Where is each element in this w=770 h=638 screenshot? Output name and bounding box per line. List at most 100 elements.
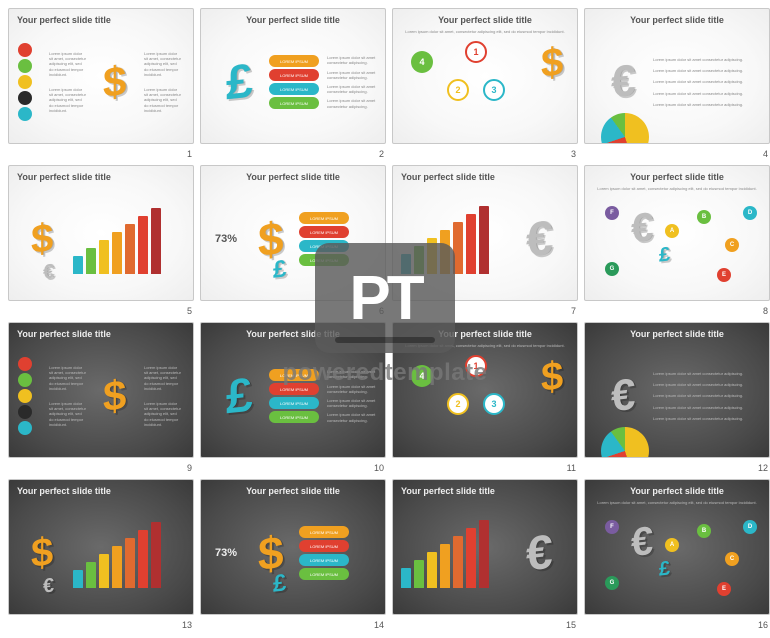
bar bbox=[440, 544, 450, 588]
body-text: Lorem ipsum dolor sit amet, consectetur … bbox=[593, 186, 761, 191]
bar bbox=[138, 530, 148, 588]
pound-sign-icon: £ bbox=[226, 367, 253, 425]
euro-sign-icon: € bbox=[43, 260, 54, 284]
dollar-sign-icon: $ bbox=[541, 40, 563, 87]
check-icon bbox=[18, 373, 32, 387]
body-text: Lorem ipsum dolor sit amet consectetur a… bbox=[327, 70, 377, 80]
slide-number: 10 bbox=[374, 463, 384, 473]
numbered-circle: 2 bbox=[447, 79, 469, 101]
check-icon bbox=[18, 59, 32, 73]
slide-thumbnail[interactable]: Your perfect slide title Lorem ipsum dol… bbox=[8, 322, 194, 473]
bar-chart bbox=[401, 204, 509, 274]
node-circle: F bbox=[605, 206, 619, 220]
bar bbox=[151, 208, 161, 274]
slide-title: Your perfect slide title bbox=[209, 172, 377, 182]
body-text: Lorem ipsum dolor sit amet, consectetur … bbox=[49, 365, 86, 391]
body-text: Lorem ipsum dolor sit amet, consectetur … bbox=[49, 401, 86, 427]
slide-thumbnail[interactable]: Your perfect slide title £ LOREM IPSUMLO… bbox=[200, 322, 386, 473]
slide-title: Your perfect slide title bbox=[593, 15, 761, 25]
bar bbox=[479, 520, 489, 588]
body-text: Lorem ipsum dolor sit amet consectetur a… bbox=[327, 412, 377, 422]
dollar-sign-icon: $ bbox=[103, 371, 126, 421]
slide-title: Your perfect slide title bbox=[209, 486, 377, 496]
bar bbox=[86, 248, 96, 274]
body-text: Lorem ipsum dolor sit amet, consectetur … bbox=[593, 500, 761, 505]
numbered-circle: 2 bbox=[447, 393, 469, 415]
bar bbox=[151, 522, 161, 588]
slide-thumbnail[interactable]: Your perfect slide title € 15 bbox=[392, 479, 578, 630]
pound-sign-icon: £ bbox=[226, 53, 253, 111]
slide-number: 7 bbox=[571, 306, 576, 316]
slide-title: Your perfect slide title bbox=[593, 486, 761, 496]
numbered-circle: 4 bbox=[411, 51, 433, 73]
bar-chart bbox=[401, 518, 509, 588]
body-text: Lorem ipsum dolor sit amet, consectetur … bbox=[144, 401, 181, 427]
slide-title: Your perfect slide title bbox=[401, 329, 569, 339]
node-circle: A bbox=[665, 538, 679, 552]
pill-label: LOREM IPSUM bbox=[269, 397, 319, 409]
slide-number: 4 bbox=[763, 149, 768, 159]
body-text: Lorem ipsum dolor sit amet consectetur a… bbox=[653, 68, 761, 73]
bar bbox=[138, 216, 148, 274]
dollar-sign-icon: $ bbox=[103, 57, 126, 107]
pill-label: LOREM IPSUM bbox=[269, 69, 319, 81]
body-text: Lorem ipsum dolor sit amet consectetur a… bbox=[327, 98, 377, 108]
slide-thumbnail[interactable]: Your perfect slide title € Lorem ipsum d… bbox=[584, 8, 770, 159]
slide-thumbnail[interactable]: Your perfect slide title Lorem ipsum dol… bbox=[392, 8, 578, 159]
slide-thumbnail[interactable]: Your perfect slide title $ € 5 bbox=[8, 165, 194, 316]
node-circle: B bbox=[697, 210, 711, 224]
cloud-icon bbox=[18, 421, 32, 435]
pill-label: LOREM IPSUM bbox=[269, 369, 319, 381]
slide-thumbnail[interactable]: Your perfect slide title $ € 13 bbox=[8, 479, 194, 630]
slide-title: Your perfect slide title bbox=[593, 172, 761, 182]
euro-sign-icon: € bbox=[526, 210, 553, 268]
body-text: Lorem ipsum dolor sit amet consectetur a… bbox=[653, 102, 761, 107]
slide-thumbnail[interactable]: Your perfect slide title 73% $ £ LOREM I… bbox=[200, 165, 386, 316]
slide-title: Your perfect slide title bbox=[17, 329, 185, 339]
pound-sign-icon: £ bbox=[659, 243, 670, 267]
bar bbox=[466, 528, 476, 588]
slide-grid: Your perfect slide title Lorem ipsum dol… bbox=[0, 0, 770, 638]
slide-thumbnail[interactable]: Your perfect slide title Lorem ipsum dol… bbox=[8, 8, 194, 159]
bar bbox=[125, 224, 135, 274]
percent-label: 73% bbox=[209, 547, 243, 559]
slide-title: Your perfect slide title bbox=[593, 329, 761, 339]
euro-sign-icon: € bbox=[611, 370, 635, 423]
slide-number: 8 bbox=[763, 306, 768, 316]
numbered-circle: 4 bbox=[411, 365, 433, 387]
slide-number: 11 bbox=[567, 463, 576, 473]
pill-label: LOREM IPSUM bbox=[269, 383, 319, 395]
node-circle: E bbox=[717, 268, 731, 282]
body-text: Lorem ipsum dolor sit amet consectetur a… bbox=[653, 371, 761, 376]
euro-sign-icon: € bbox=[611, 56, 635, 109]
node-circle: B bbox=[697, 524, 711, 538]
node-circle: F bbox=[605, 520, 619, 534]
node-circle: G bbox=[605, 262, 619, 276]
slide-title: Your perfect slide title bbox=[401, 15, 569, 25]
slide-thumbnail[interactable]: Your perfect slide title Lorem ipsum dol… bbox=[584, 165, 770, 316]
bar bbox=[479, 206, 489, 274]
slide-thumbnail[interactable]: Your perfect slide title £ LOREM IPSUMLO… bbox=[200, 8, 386, 159]
pie-chart bbox=[601, 113, 649, 144]
dollar-sign-icon: $ bbox=[31, 215, 53, 262]
slide-thumbnail[interactable]: Your perfect slide title € Lorem ipsum d… bbox=[584, 322, 770, 473]
slide-thumbnail[interactable]: Your perfect slide title Lorem ipsum dol… bbox=[584, 479, 770, 630]
slide-thumbnail[interactable]: Your perfect slide title Lorem ipsum dol… bbox=[392, 322, 578, 473]
pie-chart bbox=[601, 427, 649, 458]
slide-number: 16 bbox=[758, 620, 768, 630]
body-text: Lorem ipsum dolor sit amet consectetur a… bbox=[327, 55, 377, 65]
slide-number: 1 bbox=[187, 149, 192, 159]
pill-label: LOREM IPSUM bbox=[299, 526, 349, 538]
pound-sign-icon: £ bbox=[659, 557, 670, 581]
slide-number: 13 bbox=[182, 620, 192, 630]
body-text: Lorem ipsum dolor sit amet consectetur a… bbox=[653, 393, 761, 398]
bar bbox=[401, 254, 411, 274]
body-text: Lorem ipsum dolor sit amet, consectetur … bbox=[401, 343, 569, 348]
dollar-sign-icon: $ bbox=[541, 354, 563, 401]
slide-thumbnail[interactable]: Your perfect slide title € 7 bbox=[392, 165, 578, 316]
pill-label: LOREM IPSUM bbox=[299, 212, 349, 224]
percent-label: 73% bbox=[209, 233, 243, 245]
bar bbox=[86, 562, 96, 588]
slide-thumbnail[interactable]: Your perfect slide title 73% $ £ LOREM I… bbox=[200, 479, 386, 630]
pill-label: LOREM IPSUM bbox=[269, 83, 319, 95]
